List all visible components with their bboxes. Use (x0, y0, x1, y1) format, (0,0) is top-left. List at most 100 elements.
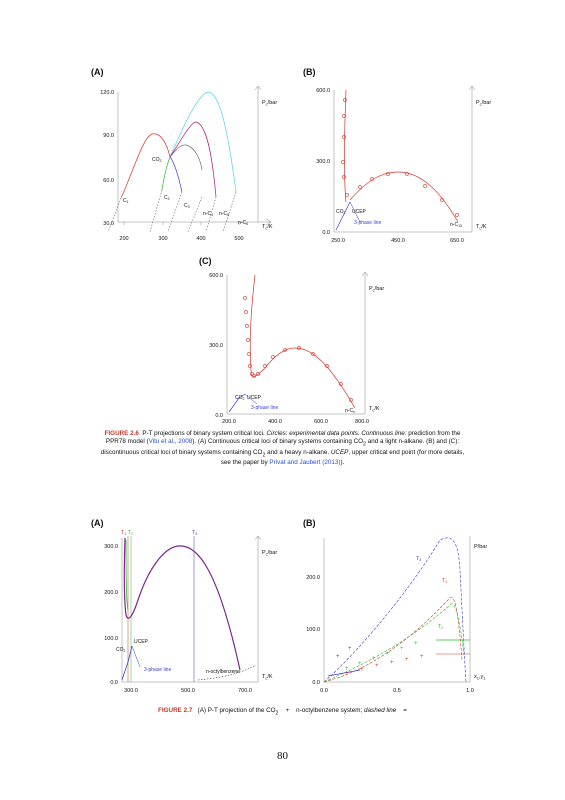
fig26-panel-c-label: (C) (199, 256, 212, 266)
fig26a-curve-c2 (169, 144, 203, 171)
fig27-caption-sub-1: 2 (275, 710, 279, 717)
fig26-caption-text-7: UCEP (330, 448, 349, 456)
fig27-caption-text-4: dashed line (364, 707, 397, 714)
fig26b-3phase-line (349, 201, 361, 223)
fig26-caption-cite-2[interactable]: Privat and Jaubert (2013) (269, 459, 341, 467)
fig26b-points (341, 98, 459, 217)
fig26c-curve-loop (250, 347, 356, 409)
fig26-caption-sub-2: 2 (262, 452, 266, 459)
fig27b-curve-t1 (323, 597, 463, 683)
fig27b-curve-t2 (323, 603, 465, 683)
fig26b-ann-co2: CO2 (336, 209, 346, 215)
fig26-panel-b-label: (B) (303, 67, 316, 77)
fig26-caption-text-1: P-T projections of binary system critica… (142, 430, 267, 437)
fig26b-xtick-1: 250.0 (331, 238, 345, 244)
fig26b-xlabel: Tc/K (476, 224, 487, 231)
fig26a-ann-c3: C3 (184, 203, 190, 209)
fig26a-ytick-2: 90.0 (103, 133, 114, 139)
fig26a-xtick-3: 400 (196, 236, 205, 242)
fig26c-xtick-4: 800.0 (355, 419, 369, 425)
fig27a-ytick-3: 100.0 (104, 636, 118, 642)
fig27b-ylabel: P/bar (474, 544, 487, 550)
fig26a-ytick-3: 60.0 (103, 178, 114, 184)
fig26-caption-text-3: prediction from the PPR78 model ( (105, 430, 461, 446)
fig27a-xlabel: Tc/K (262, 674, 273, 681)
fig27b-ytick-1: 200.0 (306, 575, 320, 581)
fig27b-blue-points: ++ (336, 646, 352, 660)
fig27-caption: FIGURE 2.7 (A) P-T projection of the CO2… (100, 707, 465, 718)
fig26-caption-text-4: ). (A) Continuous critical loci of binar… (192, 438, 364, 446)
svg-text:+: + (400, 646, 404, 652)
fig26-panel-a-label: (A) (91, 67, 104, 77)
fig27-caption-text-5: = (403, 707, 407, 714)
fig27a-xtick-2: 500.0 (181, 688, 195, 694)
fig27a-ylabel: Pc/bar (262, 550, 277, 557)
svg-text:+: + (390, 660, 394, 666)
fig26b-ytick-2: 300.0 (316, 159, 330, 165)
fig26a-curve-c3 (169, 156, 183, 193)
fig26a-ylabel: Pc/bar (262, 100, 277, 107)
svg-text:+: + (414, 641, 418, 647)
fig26b-xtick-3: 650.0 (450, 238, 464, 244)
fig27b-xtick-2: 0.5 (393, 688, 401, 694)
fig27b-green-points: ++++++ (345, 641, 418, 672)
fig27-caption-text-1: (A) P-T projection of the CO (197, 707, 276, 714)
fig26c-ann-ucep: UCEP (247, 395, 262, 401)
svg-text:+: + (360, 667, 364, 673)
fig26c-ytick-1: 600.0 (209, 273, 223, 279)
fig27b-ann-t3: T3 (416, 556, 421, 562)
fig26a-curve-nc6 (169, 91, 237, 193)
fig27b-xtick-1: 0.0 (320, 688, 328, 694)
fig26c-ann-nc: n-Cx (345, 408, 355, 414)
fig27a-top-t1: T1 (121, 530, 126, 536)
svg-text:+: + (358, 661, 362, 667)
fig27a-ytick-4: 0.0 (110, 680, 118, 686)
svg-text:+: + (345, 666, 349, 672)
fig27a-dashed-vapour-line (197, 664, 257, 681)
svg-text:+: + (372, 656, 376, 662)
fig26-caption: FIGURE 2.6 P-T projections of binary sys… (100, 430, 465, 468)
fig27b-xlabel: x1,y1 (474, 674, 486, 681)
fig26c-ylabel: Pc/bar (369, 286, 384, 293)
fig26b-ytick-1: 600.0 (316, 88, 330, 94)
fig27-caption-text-2: + (285, 707, 290, 714)
fig27-panel-a-chart: 300.0 200.0 100.0 0.0 300.0 500.0 700.0 … (104, 530, 277, 694)
fig26b-ann-ucep: UCEP (352, 209, 367, 215)
svg-text:+: + (375, 663, 379, 669)
fig27-panel-a-label: (A) (91, 518, 104, 528)
fig27a-ann-noctyl: n-octylbenzene (206, 669, 240, 675)
fig26a-curve-c1 (120, 133, 171, 199)
fig26b-ylabel: Pc/bar (476, 100, 491, 107)
fig26a-xlabel: Tc/K (262, 224, 273, 231)
fig27a-top-t2: T2 (128, 530, 133, 536)
fig26c-curve-co2 (228, 393, 246, 413)
fig26c-ytick-3: 0.0 (215, 413, 223, 419)
fig27b-blue-segment (327, 669, 361, 677)
fig26a-curve-co2-c2 (161, 156, 171, 191)
fig26c-ann-3phase: 3-phase line (251, 405, 278, 411)
fig26b-xtick-2: 450.0 (391, 238, 405, 244)
fig26a-ann-co2: CO2 (152, 157, 162, 163)
fig26c-ytick-2: 300.0 (209, 343, 223, 349)
fig27a-ann-3phase: 3-phase line (144, 667, 171, 673)
fig26-panel-c-chart: 600.0 300.0 0.0 200.0 400.0 600.0 800.0 … (209, 271, 384, 425)
fig26a-ann-nc5: n-C5 (219, 211, 229, 217)
fig26a-ytick-1: 120.0 (100, 90, 114, 96)
fig27a-critical-locus (123, 537, 241, 671)
fig26-panel-b-chart: 600.0 300.0 0.0 250.0 450.0 650.0 Pc/bar… (316, 85, 491, 244)
fig26-caption-cite-1[interactable]: Vitu et al., 2008 (148, 438, 193, 446)
fig27-panel-b-label: (B) (303, 518, 316, 528)
fig27a-xtick-1: 300.0 (124, 688, 138, 694)
fig27b-ytick-3: 0.0 (312, 680, 320, 686)
fig26c-xtick-2: 400.0 (268, 419, 282, 425)
fig26a-xtick-1: 200 (119, 236, 128, 242)
fig26b-ann-nc13: n-C13 (450, 222, 462, 228)
svg-text:+: + (405, 657, 409, 663)
fig26-caption-text-9: ). (340, 459, 345, 467)
svg-text:+: + (386, 651, 390, 657)
fig27a-top-t3: T3 (192, 530, 197, 536)
fig26-panel-a-chart: 120.0 90.0 60.0 30.0 200 300 400 500 Pc/… (100, 85, 277, 242)
fig26c-points (243, 296, 353, 402)
fig27a-ann-co2: CO2 (116, 647, 126, 653)
fig26a-xtick-2: 300 (158, 236, 167, 242)
